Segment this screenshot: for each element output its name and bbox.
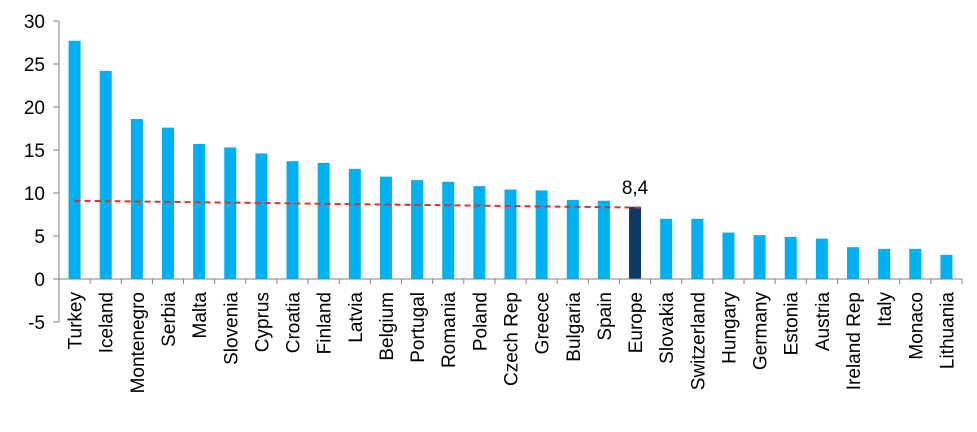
x-category-label: Italy — [875, 292, 896, 327]
x-category-label: Latvia — [346, 292, 367, 343]
x-category-label: Portugal — [408, 292, 429, 363]
bar-spain — [597, 200, 610, 279]
y-tick-label: -5 — [28, 313, 45, 334]
x-category-label: Lithuania — [937, 292, 958, 370]
x-category-label: Ireland Rep — [844, 292, 865, 390]
x-category-label: Hungary — [719, 292, 740, 364]
bar-europe — [629, 206, 642, 279]
axes — [58, 21, 963, 322]
bar-finland — [317, 162, 330, 279]
bar-poland — [473, 186, 486, 279]
bar-portugal — [411, 180, 424, 279]
x-category-label: Czech Rep — [502, 292, 523, 386]
x-category-label: Serbia — [159, 292, 180, 347]
x-category-label: Turkey — [66, 292, 87, 350]
highlight-data-label: 8,4 — [622, 178, 649, 199]
bar-germany — [753, 235, 766, 279]
y-tick-label: 10 — [24, 184, 45, 205]
x-category-label: Germany — [751, 292, 772, 371]
x-category-label: Croatia — [284, 292, 305, 354]
bar-belgium — [379, 176, 392, 279]
x-axis-category-labels: Turkey Iceland Montenegro Serbia Malta Sloven… — [66, 292, 959, 394]
x-category-label: Poland — [470, 292, 491, 351]
x-category-label: Romania — [439, 292, 460, 368]
bar-czech-rep — [504, 189, 517, 279]
x-category-label: Monaco — [906, 292, 927, 360]
bar-serbia — [161, 127, 174, 279]
y-tick-label: 20 — [24, 98, 45, 119]
bar-series — [68, 40, 953, 279]
bar-bulgaria — [566, 199, 579, 279]
trend-line-group — [74, 199, 642, 209]
x-category-label: Europe — [626, 292, 647, 353]
bar-lithuania — [940, 254, 953, 279]
x-category-label: Estonia — [782, 292, 803, 356]
bar-slovenia — [224, 147, 237, 279]
bar-iceland — [99, 70, 112, 279]
x-category-label: Slovakia — [657, 292, 678, 364]
bar-ireland-rep — [847, 247, 860, 279]
x-category-label: Cyprus — [252, 292, 273, 352]
y-tick-label: 30 — [24, 12, 45, 33]
x-category-label: Malta — [190, 292, 211, 339]
x-category-label: Bulgaria — [564, 292, 585, 362]
x-category-label: Greece — [533, 292, 554, 354]
bar-greece — [535, 190, 548, 279]
bar-italy — [878, 248, 891, 279]
bar-montenegro — [130, 119, 143, 279]
y-tick-label: 0 — [34, 270, 45, 291]
bar-estonia — [784, 236, 797, 279]
bar-romania — [442, 181, 455, 279]
x-category-label: Spain — [595, 292, 616, 341]
bar-hungary — [722, 232, 735, 279]
x-category-label: Montenegro — [128, 292, 149, 393]
x-category-label: Finland — [315, 292, 336, 354]
x-category-label: Belgium — [377, 292, 398, 361]
bar-cyprus — [255, 153, 268, 279]
bar-malta — [193, 143, 206, 279]
x-category-label: Switzerland — [688, 292, 709, 390]
bar-switzerland — [691, 218, 704, 279]
x-category-label: Iceland — [97, 292, 118, 353]
bar-turkey — [68, 40, 81, 279]
y-tick-label: 5 — [34, 227, 45, 248]
y-tick-label: 15 — [24, 141, 45, 162]
trend-line — [74, 199, 642, 209]
y-tick-label: 25 — [24, 55, 45, 76]
x-category-label: Austria — [813, 292, 834, 352]
bar-latvia — [348, 168, 361, 279]
bar-croatia — [286, 161, 299, 279]
bar-slovakia — [660, 218, 673, 279]
bar-austria — [815, 238, 828, 279]
y-axis-ticks: 30 25 20 15 10 5 0 -5 — [24, 12, 59, 334]
data-labels: 8,4 — [622, 178, 649, 199]
x-category-label: Slovenia — [221, 292, 242, 365]
bar-monaco — [909, 248, 922, 279]
